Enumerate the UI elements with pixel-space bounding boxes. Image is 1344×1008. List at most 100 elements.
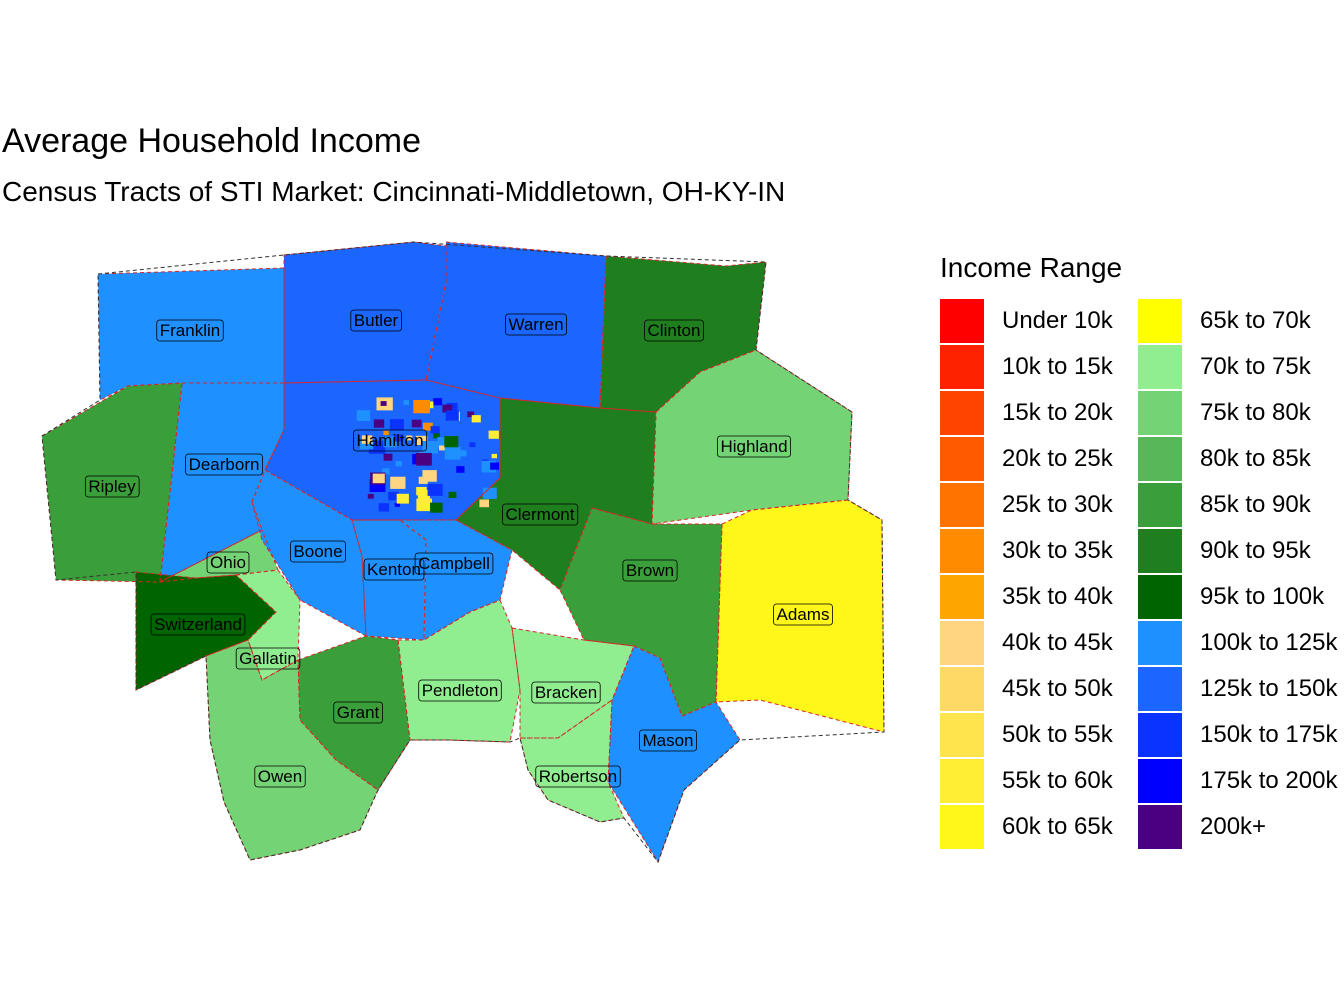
county-border — [599, 255, 767, 413]
market-outline — [41, 241, 885, 864]
tract-patch — [442, 404, 453, 413]
county-label-box — [185, 453, 263, 476]
legend-swatch — [1138, 713, 1182, 757]
legend-item: 40k to 45k — [940, 620, 1138, 666]
tract-patch — [396, 493, 409, 504]
county-name: Clermont — [506, 505, 575, 524]
county-label: Dearborn — [185, 453, 263, 476]
legend-label: 70k to 75k — [1200, 353, 1311, 380]
county-label: Switzerland — [150, 613, 246, 636]
tract-patch — [413, 400, 430, 414]
tract-patch — [471, 415, 481, 423]
tract-patch — [456, 466, 465, 473]
county-region — [160, 530, 278, 582]
county-label-box — [363, 558, 425, 581]
county-label-box — [350, 309, 402, 332]
legend-label: 90k to 95k — [1200, 537, 1311, 564]
tract-patch — [390, 476, 406, 489]
county-region — [284, 242, 446, 383]
legend-swatch — [940, 529, 984, 573]
tract-patch — [394, 502, 400, 507]
tract-patch — [439, 445, 446, 451]
legend-swatch — [1138, 667, 1182, 711]
tract-patch — [467, 411, 475, 418]
county-name: Grant — [337, 703, 380, 722]
tract-patch — [360, 438, 374, 450]
tract-patch — [416, 453, 432, 466]
county-region — [160, 383, 284, 582]
county-region — [600, 256, 766, 412]
legend-item: 30k to 35k — [940, 528, 1138, 574]
county-label: Bracken — [531, 681, 601, 704]
tract-patch — [491, 453, 497, 459]
county-region — [298, 636, 410, 790]
tract-patch — [390, 419, 404, 431]
tract-patch — [388, 491, 399, 501]
legend-item: Under 10k — [940, 298, 1138, 344]
legend-swatch — [1138, 805, 1182, 849]
county-region — [398, 600, 520, 742]
county-name: Warren — [508, 315, 563, 334]
county-label-box — [290, 540, 346, 563]
county-name: Boone — [293, 542, 342, 561]
county-label-box — [84, 475, 140, 498]
tract-patch — [445, 410, 459, 421]
tract-patch — [444, 436, 459, 448]
county-name: Robertson — [539, 767, 617, 786]
legend-swatch — [940, 667, 984, 711]
county-label-box — [206, 551, 250, 574]
legend-swatch — [1138, 621, 1182, 665]
county-region — [652, 350, 852, 524]
tract-patch — [427, 483, 443, 496]
county-label: Highland — [717, 435, 791, 458]
legend-label: 175k to 200k — [1200, 767, 1338, 794]
county-label-box — [156, 319, 224, 342]
tract-patch — [430, 502, 443, 513]
legend-swatch — [1138, 299, 1182, 343]
county-border — [455, 397, 657, 591]
county-label: Grant — [333, 701, 383, 724]
legend-swatch — [940, 483, 984, 527]
legend-item: 200k+ — [1138, 804, 1336, 850]
tract-patch — [444, 446, 461, 460]
county-label: Owen — [254, 765, 306, 788]
tract-patch — [416, 498, 432, 512]
county-region — [608, 646, 740, 862]
legend-swatch — [1138, 575, 1182, 619]
county-label-box — [418, 679, 502, 702]
county-name: Brown — [626, 561, 674, 580]
tract-patch — [482, 487, 497, 499]
tract-patch — [403, 400, 410, 405]
legend-label: 20k to 25k — [1002, 445, 1113, 472]
county-label: Adams — [773, 603, 833, 626]
county-region — [136, 572, 276, 690]
legend-swatch — [940, 391, 984, 435]
legend-label: 125k to 150k — [1200, 675, 1338, 702]
county-label-box — [150, 613, 246, 636]
legend-swatch — [940, 345, 984, 389]
chart-subtitle: Census Tracts of STI Market: Cincinnati-… — [2, 176, 786, 207]
tract-patch — [490, 462, 500, 470]
legend-label: 65k to 70k — [1200, 307, 1311, 334]
county-label-box — [235, 647, 301, 670]
legend-item: 45k to 50k — [940, 666, 1138, 712]
legend-label: 200k+ — [1200, 813, 1267, 840]
tract-patch — [378, 503, 389, 512]
legend-item: 25k to 30k — [940, 482, 1138, 528]
tract-patch — [469, 442, 476, 448]
legend-item: 35k to 40k — [940, 574, 1138, 620]
legend-item: 50k to 55k — [940, 712, 1138, 758]
legend-item: 60k to 65k — [940, 804, 1138, 850]
tract-patch — [430, 426, 440, 434]
legend-label: 25k to 30k — [1002, 491, 1113, 518]
county-name: Owen — [258, 767, 302, 786]
tract-patch — [394, 434, 404, 442]
legend-label: 40k to 45k — [1002, 629, 1113, 656]
tract-patch — [383, 453, 393, 461]
county-label-box — [717, 435, 791, 458]
county-label-box — [644, 319, 704, 342]
county-name: Pendleton — [422, 681, 499, 700]
legend-swatch — [940, 621, 984, 665]
legend-item: 20k to 25k — [940, 436, 1138, 482]
legend-item: 80k to 85k — [1138, 436, 1336, 482]
